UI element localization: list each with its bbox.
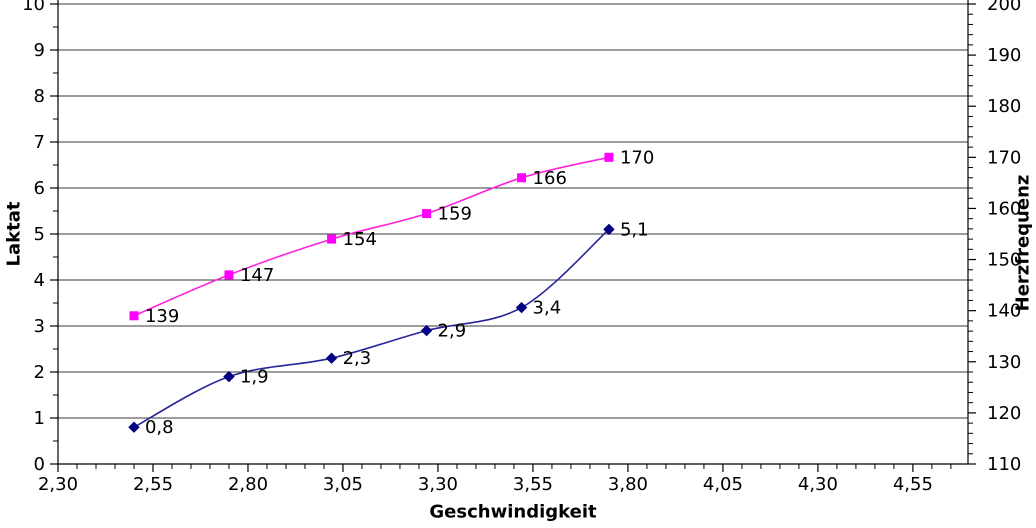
laktat-marker bbox=[128, 421, 140, 433]
herzfrequenz-point-label: 147 bbox=[240, 265, 274, 286]
right-tick-label: 150 bbox=[987, 250, 1021, 271]
laktat-marker bbox=[325, 352, 338, 364]
laktat-point-label: 2,9 bbox=[438, 321, 467, 342]
right-tick-label: 130 bbox=[987, 352, 1021, 373]
herzfrequenz-point-label: 159 bbox=[438, 204, 472, 225]
herzfrequenz-marker bbox=[327, 234, 337, 244]
x-tick-label: 4,55 bbox=[893, 474, 933, 495]
left-tick-label: 2 bbox=[34, 362, 45, 383]
herzfrequenz-marker bbox=[517, 173, 527, 183]
left-tick-label: 10 bbox=[22, 0, 45, 15]
right-tick-label: 200 bbox=[987, 0, 1021, 15]
left-tick-label: 5 bbox=[34, 224, 45, 245]
herzfrequenz-point-label: 170 bbox=[620, 147, 654, 168]
left-tick-label: 0 bbox=[34, 454, 45, 475]
right-tick-label: 140 bbox=[987, 301, 1021, 322]
herzfrequenz-line bbox=[133, 156, 610, 317]
left-tick-label: 4 bbox=[34, 270, 45, 291]
herzfrequenz-marker bbox=[224, 270, 234, 280]
herzfrequenz-point-label: 154 bbox=[343, 229, 377, 250]
right-tick-label: 120 bbox=[987, 403, 1021, 424]
herzfrequenz-marker bbox=[129, 311, 139, 321]
x-tick-label: 4,05 bbox=[703, 474, 743, 495]
laktat-point-label: 5,1 bbox=[620, 219, 649, 240]
laktat-point-label: 3,4 bbox=[533, 298, 562, 319]
left-tick-label: 6 bbox=[34, 178, 45, 199]
x-tick-label: 3,05 bbox=[323, 474, 363, 495]
laktat-point-label: 1,9 bbox=[240, 367, 269, 388]
herzfrequenz-point-label: 139 bbox=[145, 306, 179, 327]
right-tick-label: 110 bbox=[987, 454, 1021, 475]
laktat-point-label: 0,8 bbox=[145, 417, 174, 438]
left-tick-label: 8 bbox=[34, 86, 45, 107]
left-tick-label: 1 bbox=[34, 408, 45, 429]
laktat-marker bbox=[515, 301, 528, 314]
x-tick-label: 2,55 bbox=[133, 474, 173, 495]
herzfrequenz-point-label: 166 bbox=[533, 168, 567, 189]
right-tick-label: 160 bbox=[987, 198, 1021, 219]
left-tick-label: 3 bbox=[34, 316, 45, 337]
x-tick-label: 2,30 bbox=[38, 474, 78, 495]
left-axis-title: Laktat bbox=[3, 201, 25, 267]
left-tick-label: 9 bbox=[34, 40, 45, 61]
herzfrequenz-marker bbox=[422, 209, 432, 219]
right-tick-label: 170 bbox=[987, 147, 1021, 168]
laktat-marker bbox=[223, 370, 235, 383]
x-tick-label: 4,30 bbox=[798, 474, 838, 495]
laktat-marker bbox=[420, 324, 433, 337]
x-axis-title: Geschwindigkeit bbox=[429, 501, 597, 523]
laktat-point-label: 2,3 bbox=[343, 348, 372, 369]
herzfrequenz-marker bbox=[604, 152, 614, 162]
laktat-line bbox=[133, 228, 610, 428]
x-tick-label: 3,80 bbox=[608, 474, 648, 495]
left-tick-label: 7 bbox=[34, 132, 45, 153]
right-tick-label: 180 bbox=[987, 96, 1021, 117]
right-axis-title: Herzfrequenz bbox=[1012, 174, 1034, 312]
right-tick-label: 190 bbox=[987, 45, 1021, 66]
x-tick-label: 3,55 bbox=[513, 474, 553, 495]
laktat-marker bbox=[603, 223, 615, 236]
x-tick-label: 3,30 bbox=[418, 474, 458, 495]
x-tick-label: 2,80 bbox=[228, 474, 268, 495]
